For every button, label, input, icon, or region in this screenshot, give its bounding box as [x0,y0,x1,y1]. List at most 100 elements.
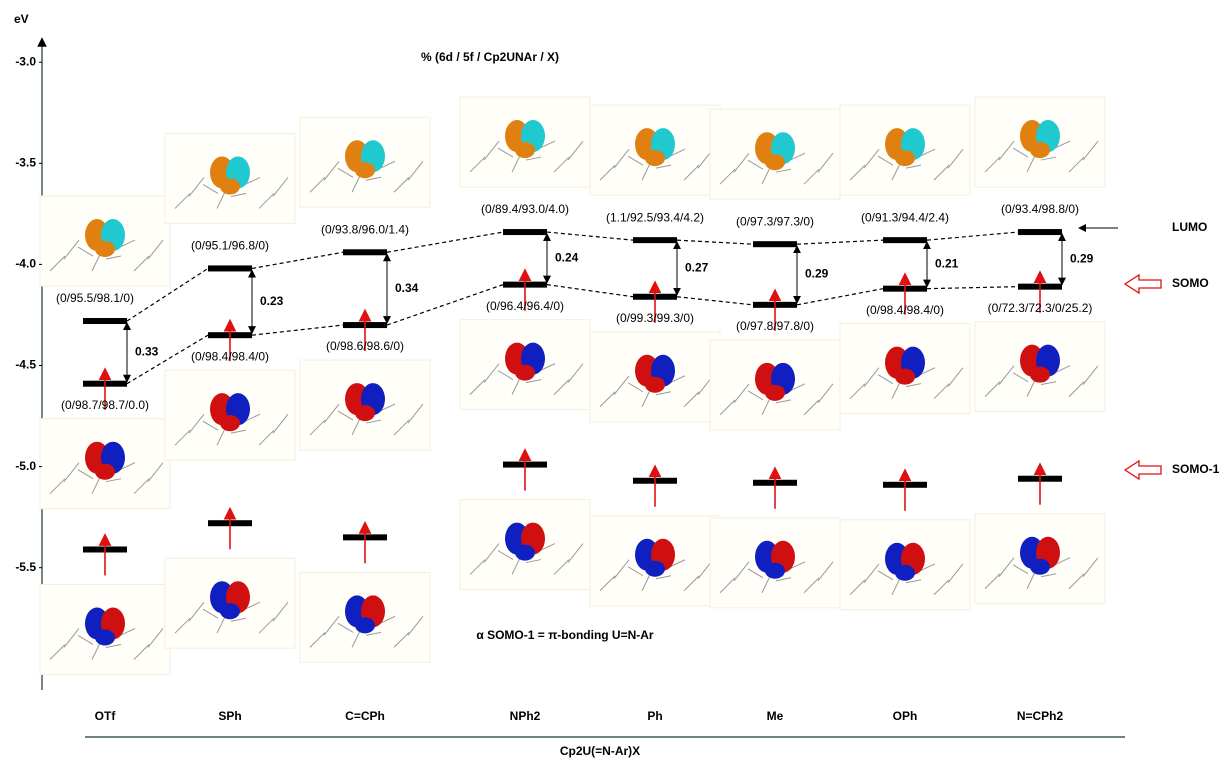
bond [1054,365,1071,374]
bond [407,616,424,636]
level-label: (0/91.3/94.4/2.4) [861,210,949,224]
connector [126,334,209,385]
bond [539,543,556,552]
lobe [515,142,535,159]
bond [244,176,261,185]
level-label: (0/97.8/97.8/0) [736,319,814,333]
level-label: (0/97.3/97.3/0) [736,214,814,228]
bond [174,193,191,209]
bond [803,577,820,594]
level-label: (0/98.4/98.4/0) [191,349,269,363]
bond [553,156,570,173]
bond [258,617,275,634]
lobe [515,364,535,381]
lobe [220,603,240,620]
level-label: (0/95.5/98.1/0) [56,291,134,305]
bond [669,559,686,568]
bond [497,550,514,561]
bond [337,410,354,421]
bond [1054,140,1071,149]
bond [789,383,806,392]
bond [365,176,382,181]
bond [525,379,542,384]
bond [497,147,514,158]
bond [669,375,686,384]
bond [947,367,964,387]
x-tick-label: Me [767,709,784,723]
bond [272,601,289,622]
y-tick-label: -3.5 [15,155,36,169]
bond [258,193,275,209]
bond [933,579,950,596]
bond [733,383,750,404]
bond [733,561,750,582]
level-bar [753,241,797,248]
bond [747,159,764,170]
bond [719,399,736,416]
lobe [765,154,785,171]
bond [905,383,922,388]
lobe [355,405,375,422]
lobe [95,463,115,480]
bond [817,152,834,173]
bond [1068,573,1085,590]
lobe [95,629,115,646]
bond [407,403,424,424]
legend-arrow [1123,273,1162,295]
bond [567,140,584,161]
bond [933,164,950,181]
level-bar [83,318,127,325]
bond [309,419,326,436]
level-bar [1018,229,1062,236]
level-label: (0/98.4/98.4/0) [866,303,944,317]
lobe [895,368,915,385]
chart-title: % (6d / 5f / Cp2UNAr / X) [421,50,559,64]
bond [789,152,806,161]
connector [676,239,754,245]
bond [817,561,834,582]
bond [133,644,150,660]
connector [546,284,634,298]
bond [919,563,936,572]
bond [655,391,672,396]
connector [546,231,634,241]
bond [77,635,94,645]
bond [323,160,340,181]
bond [174,429,191,446]
bond [877,570,894,581]
bond [1082,140,1099,161]
lobe [1030,558,1050,575]
y-tick-label: -4.5 [15,358,36,372]
bond [863,367,880,387]
bond [919,148,936,157]
y-tick-label: -4.0 [15,257,36,271]
bond [627,155,644,166]
bond [998,557,1015,578]
bond [683,391,700,408]
level-label: (0/93.4/98.8/0) [1001,202,1079,216]
bond [998,365,1015,385]
bond [803,399,820,416]
bond [947,563,964,584]
bond [947,148,964,169]
bond [817,383,834,404]
bond [553,559,570,575]
x-tick-label: OPh [893,709,918,723]
lobe [645,376,665,393]
lobe [895,150,915,167]
bond [272,413,289,434]
annotation: α SOMO-1 = π-bonding U=N-Ar [476,628,654,642]
legend-label: SOMO [1172,276,1209,290]
lobe [645,560,665,577]
level-label: (0/72.3/72.3/0/25.2) [988,301,1093,315]
lobe [645,150,665,167]
gap-label: 0.27 [685,261,709,275]
connector [251,324,344,336]
bond [483,140,500,161]
connector [796,288,884,306]
bond [599,164,616,181]
bond [230,429,247,434]
lobe [355,162,375,179]
bond [1040,381,1057,386]
gap-label: 0.33 [135,345,159,359]
